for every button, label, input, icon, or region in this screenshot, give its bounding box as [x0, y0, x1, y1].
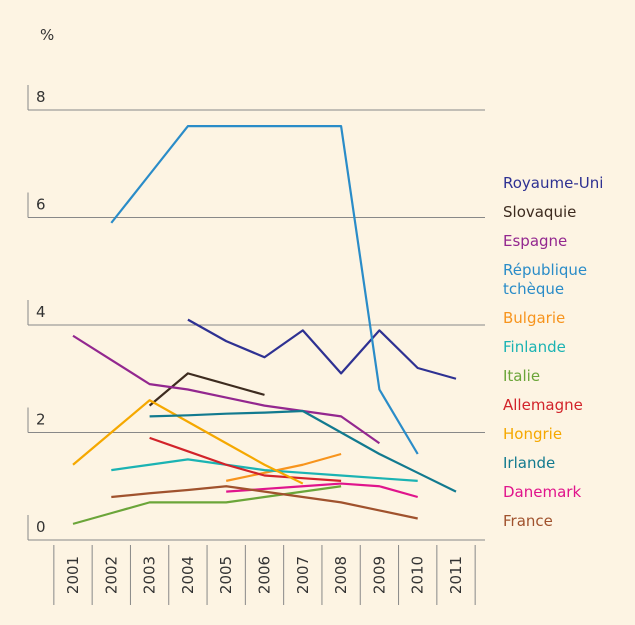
x-tick-label: 2009: [370, 556, 388, 594]
legend: Royaume-Uni Slovaquie Espagne République tc…: [503, 174, 628, 541]
x-tick-label: 2002: [102, 556, 120, 594]
series-line: [110, 125, 419, 455]
series-line: [72, 399, 304, 485]
series-line: [225, 452, 342, 482]
legend-entry: Hongrie: [503, 425, 563, 443]
series-line: [149, 409, 457, 493]
x-tick-label: 2003: [141, 556, 159, 594]
legend-entry: Italie: [503, 367, 541, 385]
x-tick-label: 2007: [294, 556, 312, 594]
legend-entry: République tchèque: [503, 261, 588, 298]
series-line: [187, 318, 457, 380]
x-tick-label: 2011: [447, 556, 465, 594]
x-tick-label: 2004: [179, 556, 197, 594]
legend-entry: Royaume-Uni: [503, 174, 604, 192]
legend-entry: Espagne: [503, 232, 568, 250]
legend-entry: Irlande: [503, 454, 556, 472]
y-tick-label: 8: [36, 88, 46, 106]
x-tick-label: 2008: [332, 556, 350, 594]
legend-entry: France: [503, 512, 553, 530]
legend-entry: Bulgarie: [503, 309, 566, 327]
series-line: [72, 334, 381, 445]
legend-entry: Allemagne: [503, 396, 583, 414]
series-line: [149, 436, 342, 482]
y-tick-label: 6: [36, 196, 46, 214]
y-tick-label: 4: [36, 303, 46, 321]
x-tick-label: 2006: [256, 556, 274, 594]
series-line: [148, 372, 265, 407]
x-tick-label: 2010: [409, 556, 427, 594]
legend-entry: Danemark: [503, 483, 582, 501]
legend-entry: Slovaquie: [503, 203, 577, 221]
x-tick-label: 2001: [64, 556, 82, 594]
legend-entry: Finlande: [503, 338, 566, 356]
y-tick-label: 0: [36, 518, 46, 536]
series-line: [72, 485, 342, 525]
y-tick-label: 2: [36, 411, 46, 429]
x-tick-label: 2005: [217, 556, 235, 594]
series-line: [111, 458, 418, 482]
series-line: [111, 485, 418, 520]
y-axis-label: %: [40, 26, 54, 44]
series-line: [226, 482, 418, 499]
